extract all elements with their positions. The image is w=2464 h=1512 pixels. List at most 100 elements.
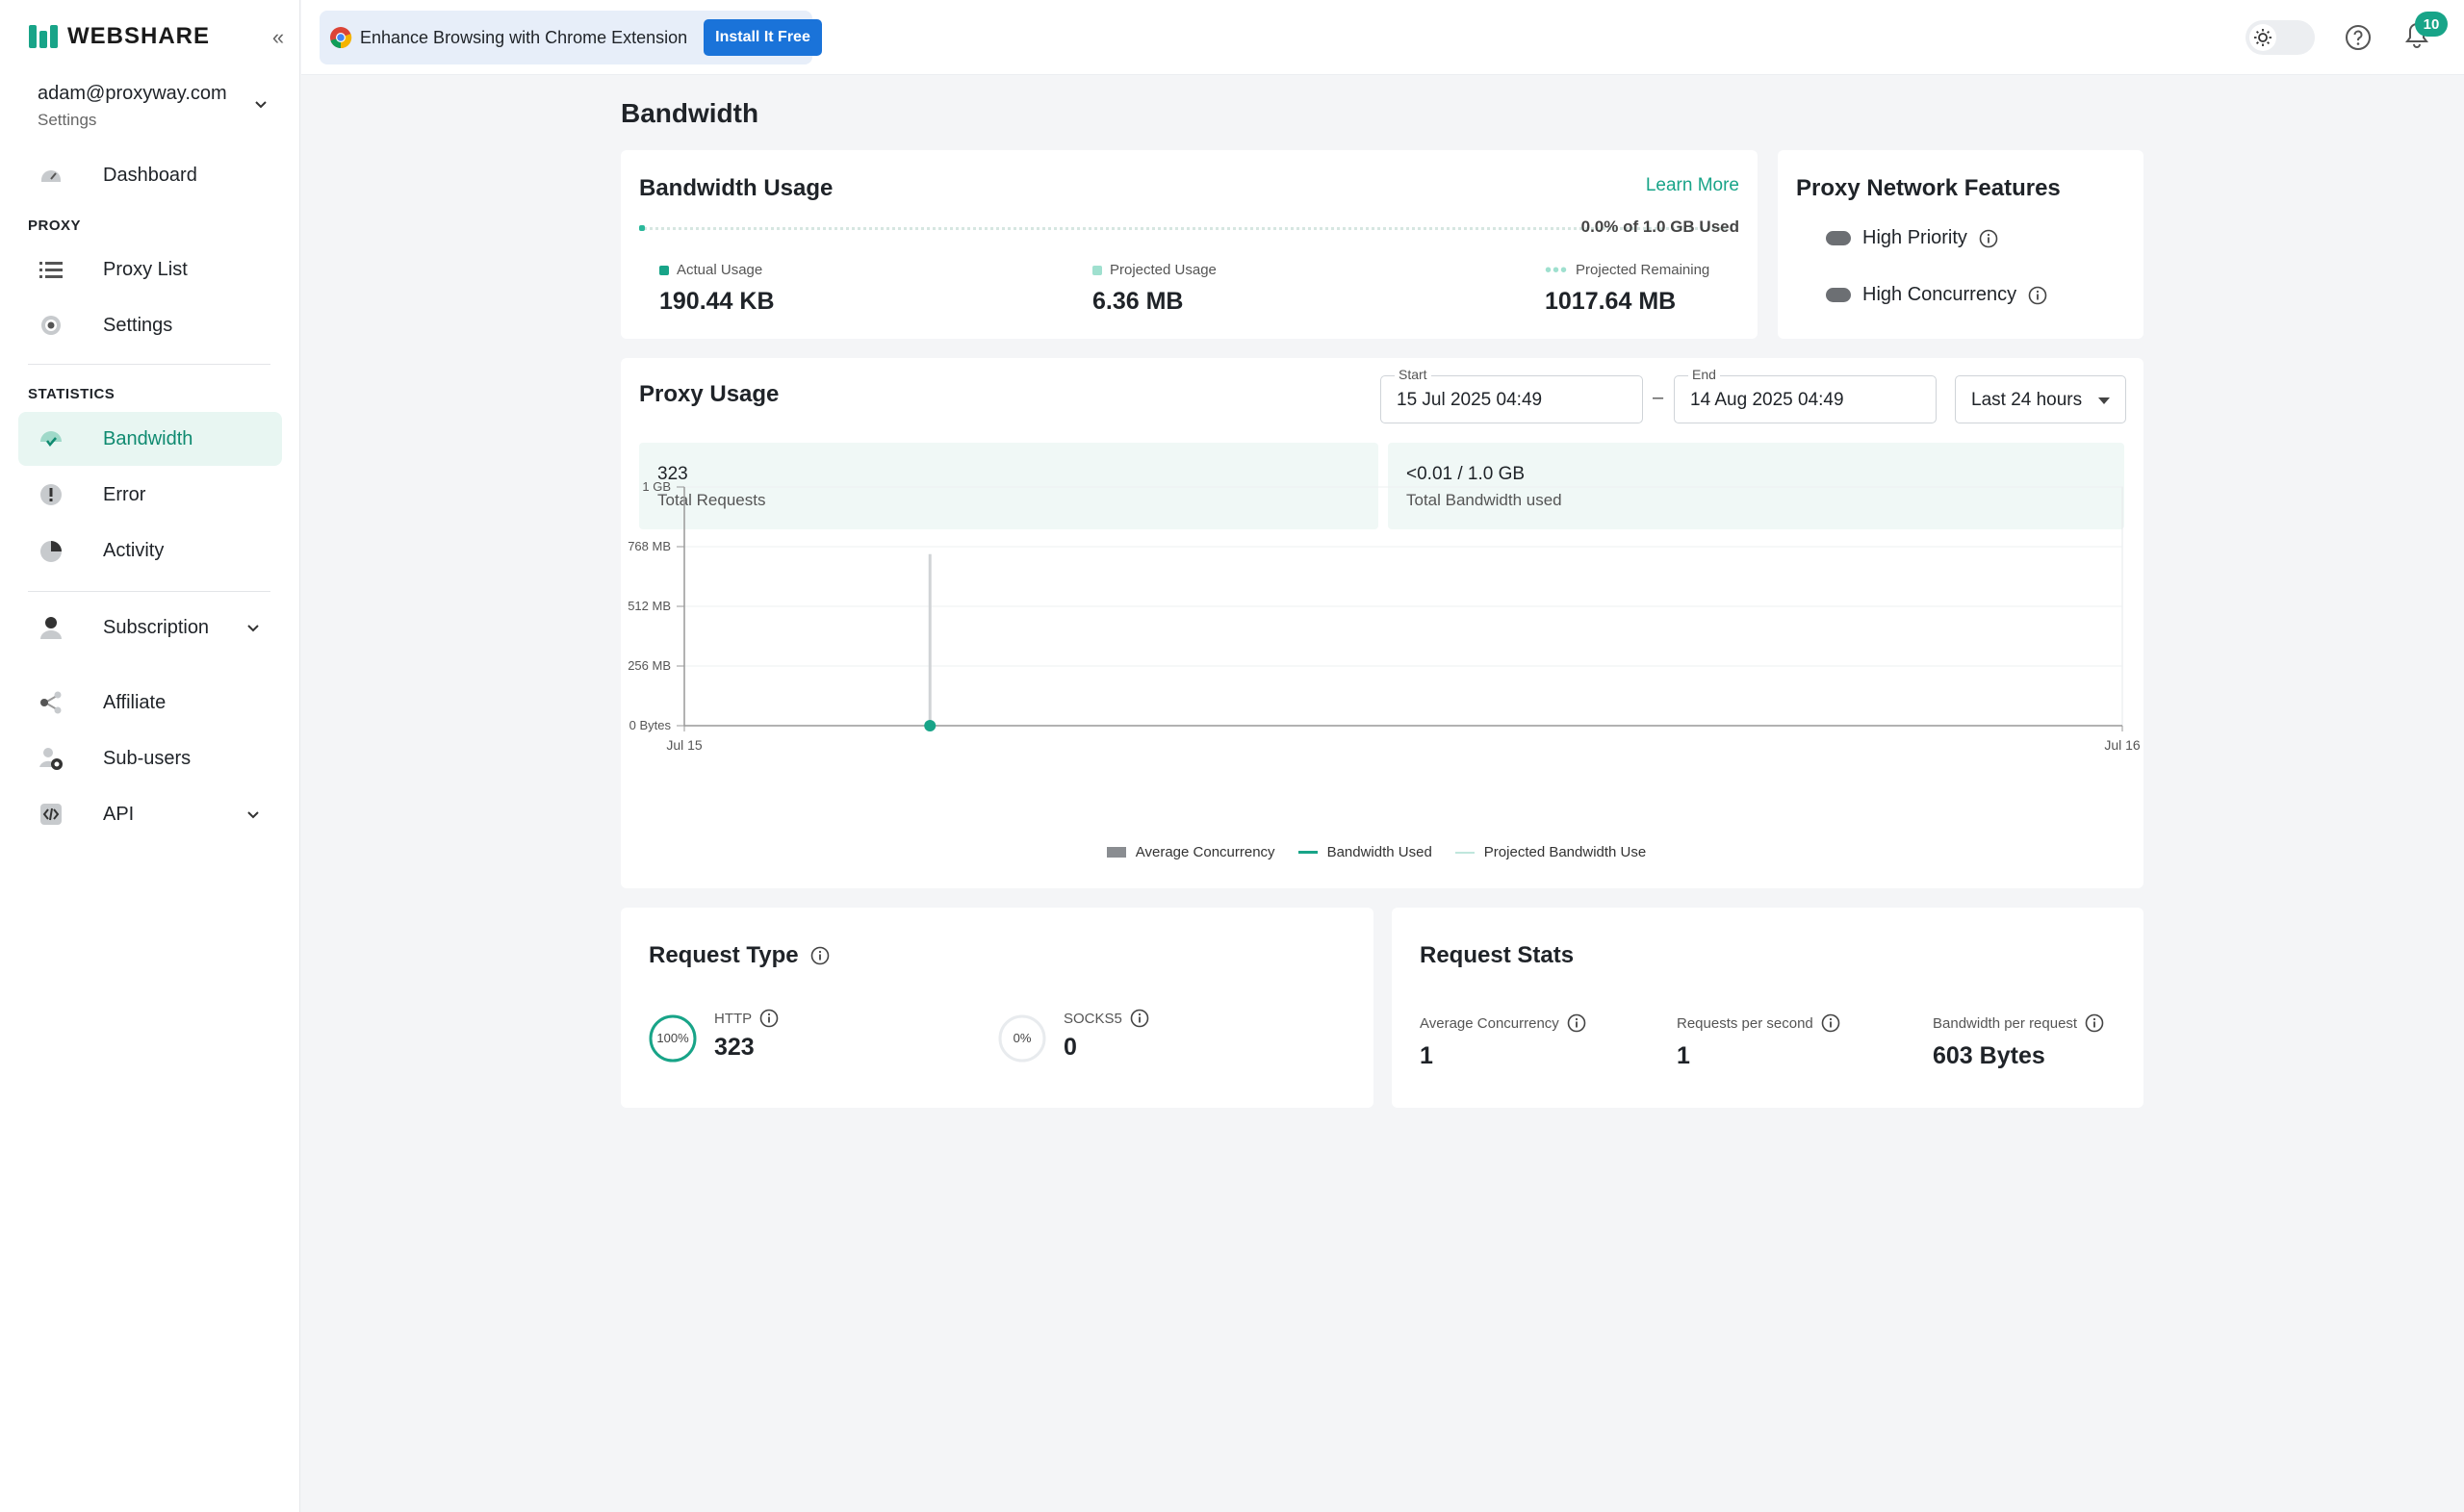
stat-label: SOCKS5 xyxy=(1064,1010,1122,1027)
y-tick-label: 256 MB xyxy=(628,658,671,673)
account-subtitle: Settings xyxy=(38,111,97,129)
info-icon[interactable] xyxy=(810,946,830,965)
requests-per-second-stat: Requests per second 1 xyxy=(1677,1013,1840,1070)
stat-label: Average Concurrency xyxy=(1420,1014,1559,1032)
sidebar-item-label: Subscription xyxy=(103,616,210,638)
legend-item-average-concurrency[interactable]: Average Concurrency xyxy=(1106,844,1275,860)
info-icon[interactable] xyxy=(759,1009,779,1028)
sidebar-item-proxy-list[interactable]: Proxy List xyxy=(18,243,282,296)
legend-swatch xyxy=(1092,265,1102,275)
stat-value: 1 xyxy=(1677,1042,1690,1069)
install-extension-button[interactable]: Install It Free xyxy=(704,19,822,56)
legend-swatch xyxy=(1297,851,1318,854)
stat-value: 603 Bytes xyxy=(1933,1042,2045,1069)
account-switcher[interactable]: adam@proxyway.com Settings xyxy=(38,83,269,130)
time-range-select[interactable]: Last 24 hours xyxy=(1955,375,2126,423)
x-tick-label: Jul 15 xyxy=(666,737,703,753)
field-value: 14 Aug 2025 04:49 xyxy=(1690,390,1844,410)
user-icon xyxy=(38,614,64,641)
learn-more-link[interactable]: Learn More xyxy=(1645,175,1739,195)
chevron-down-icon xyxy=(247,811,259,819)
legend-swatch: ••• xyxy=(1545,259,1569,281)
sidebar-item-label: Dashboard xyxy=(103,164,197,186)
sidebar-item-subscription[interactable]: Subscription xyxy=(18,601,282,654)
total-bandwidth-value: <0.01 / 1.0 GB xyxy=(1406,464,1526,484)
card-title: Bandwidth Usage xyxy=(639,175,834,201)
sidebar-item-label: Proxy List xyxy=(103,258,188,280)
info-icon[interactable] xyxy=(2085,1013,2104,1033)
end-date-field[interactable]: End 14 Aug 2025 04:49 xyxy=(1674,367,1937,423)
chevron-down-icon xyxy=(255,101,267,109)
high-priority-feature[interactable]: High Priority xyxy=(1826,227,1998,249)
field-label: End xyxy=(1688,367,1720,382)
sidebar-item-label: Affiliate xyxy=(103,691,167,713)
top-bar: Enhance Browsing with Chrome Extension I… xyxy=(301,0,2464,75)
projected-remaining-stat: ••• Projected Remaining 1017.64 MB xyxy=(1545,259,1710,316)
help-icon[interactable] xyxy=(2345,24,2372,51)
stat-label: HTTP xyxy=(714,1010,753,1027)
divider xyxy=(28,364,270,365)
caret-down-icon xyxy=(2098,397,2110,404)
info-icon[interactable] xyxy=(1130,1009,1149,1028)
stat-label: Projected Usage xyxy=(1110,262,1217,278)
start-date-field[interactable]: Start 15 Jul 2025 04:49 xyxy=(1380,367,1643,423)
info-icon[interactable] xyxy=(1567,1013,1586,1033)
legend-label: Projected Bandwidth Use xyxy=(1483,844,1647,860)
stat-label: Projected Remaining xyxy=(1576,262,1710,278)
code-icon xyxy=(38,801,64,828)
info-icon[interactable] xyxy=(2028,286,2047,305)
bandwidth-usage-card: Bandwidth Usage Learn More 0.0% of 1.0 G… xyxy=(621,150,1758,339)
section-label-statistics: STATISTICS xyxy=(28,386,116,402)
sidebar-item-dashboard[interactable]: Dashboard xyxy=(18,148,282,202)
chevron-down-icon xyxy=(247,625,259,632)
legend-item-bandwidth-used[interactable]: Bandwidth Used xyxy=(1297,844,1432,860)
theme-toggle[interactable] xyxy=(2246,20,2315,55)
legend-swatch xyxy=(659,265,669,275)
total-bandwidth-label: Total Bandwidth used xyxy=(1406,491,1562,509)
sidebar-item-label: Activity xyxy=(103,539,165,561)
y-tick-label: 1 GB xyxy=(642,479,671,494)
proxy-usage-card: Proxy Usage Start 15 Jul 2025 04:49 – En… xyxy=(621,358,2143,888)
usage-progress-track xyxy=(639,227,1727,230)
total-bandwidth-box: <0.01 / 1.0 GB Total Bandwidth used xyxy=(1388,443,2124,529)
stat-value: 323 xyxy=(714,1034,755,1061)
legend-label: Average Concurrency xyxy=(1135,844,1275,860)
total-requests-value: 323 xyxy=(657,464,688,484)
high-priority-toggle[interactable] xyxy=(1826,231,1851,245)
stat-value: 0 xyxy=(1064,1034,1077,1061)
sidebar-item-activity[interactable]: Activity xyxy=(18,524,282,577)
list-icon xyxy=(38,256,64,283)
high-concurrency-feature[interactable]: High Concurrency xyxy=(1826,284,2047,306)
projected-usage-stat: Projected Usage 6.36 MB xyxy=(1092,262,1217,316)
sidebar: WEBSHARE « adam@proxyway.com Settings Da… xyxy=(0,0,300,1512)
account-email: adam@proxyway.com xyxy=(38,83,227,104)
share-icon xyxy=(38,689,64,716)
total-requests-box: 323 Total Requests xyxy=(639,443,1378,529)
sub-user-icon xyxy=(38,745,64,772)
select-value: Last 24 hours xyxy=(1971,390,2083,410)
notification-badge: 10 xyxy=(2415,12,2448,37)
sidebar-item-affiliate[interactable]: Affiliate xyxy=(18,676,282,730)
sidebar-item-error[interactable]: Error xyxy=(18,468,282,522)
field-value: 15 Jul 2025 04:49 xyxy=(1397,390,1543,410)
legend-item-projected-bandwidth[interactable]: Projected Bandwidth Use xyxy=(1454,844,1647,860)
feature-label: High Concurrency xyxy=(1862,284,2017,305)
info-icon[interactable] xyxy=(1821,1013,1840,1033)
info-icon[interactable] xyxy=(1979,229,1998,248)
sidebar-item-label: Settings xyxy=(103,314,173,336)
sidebar-item-bandwidth[interactable]: Bandwidth xyxy=(18,412,282,466)
sidebar-item-sub-users[interactable]: Sub-users xyxy=(18,731,282,785)
card-title: Proxy Usage xyxy=(639,381,780,407)
usage-text: 0.0% of 1.0 GB Used xyxy=(1580,218,1739,236)
socks5-percent-ring: 0% xyxy=(998,1014,1046,1063)
legend-swatch xyxy=(1454,851,1475,854)
chart-legend: Average Concurrency Bandwidth Used Proje… xyxy=(621,844,2132,860)
logo[interactable]: WEBSHARE xyxy=(29,23,210,50)
chrome-icon xyxy=(330,27,352,49)
high-concurrency-toggle[interactable] xyxy=(1826,288,1851,302)
sidebar-item-settings[interactable]: Settings xyxy=(18,298,282,352)
collapse-sidebar-icon[interactable]: « xyxy=(271,25,285,49)
sidebar-item-api[interactable]: API xyxy=(18,787,282,841)
request-type-card: Request Type 100% HTTP 323 0% SOCKS5 0 xyxy=(621,908,1373,1108)
legend-label: Bandwidth Used xyxy=(1326,844,1432,860)
